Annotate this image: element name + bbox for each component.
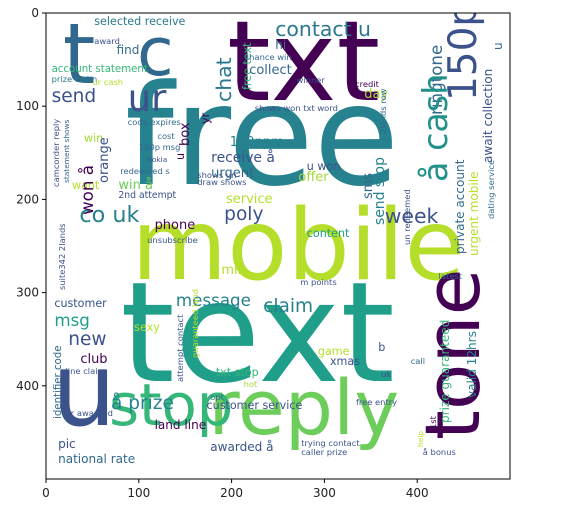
word-cloud-word: customer service: [206, 398, 303, 412]
word-cloud-word: redeemed s: [120, 166, 170, 177]
word-cloud-word: t: [62, 13, 96, 103]
word-cloud-word: ur awarded: [65, 408, 113, 419]
word-cloud-word: customer: [54, 296, 107, 310]
word-cloud-word: selected receive: [94, 14, 186, 28]
word-cloud-word: trying contact: [301, 437, 360, 448]
word-cloud-word: å bonus: [422, 447, 456, 458]
word-cloud-word: code expires: [127, 116, 181, 127]
word-cloud-word: hi: [275, 37, 287, 52]
word-cloud-word: 2nd attempt: [118, 190, 177, 202]
word-cloud-word: free entry: [355, 397, 398, 408]
y-tick-label: 300: [16, 286, 39, 300]
word-cloud-word: awarded å: [210, 439, 274, 454]
word-cloud-word: å prize: [110, 393, 174, 415]
x-tick-label: 300: [313, 486, 336, 500]
word-cloud-word: chance win: [244, 51, 292, 62]
word-cloud-word: hot: [243, 379, 258, 390]
axes-frame: [45, 12, 511, 480]
word-cloud-word: ur: [127, 76, 167, 120]
word-cloud-word: call: [410, 356, 426, 367]
word-cloud-word: opt: [210, 392, 224, 403]
word-cloud-word: award: [94, 36, 120, 47]
word-cloud-word: game: [317, 345, 350, 359]
y-tick-label: 200: [16, 192, 39, 206]
word-cloud-word: prize claim: [51, 74, 98, 85]
word-cloud-word: offer: [298, 169, 329, 185]
word-cloud-word: collect: [249, 63, 292, 79]
word-cloud-word: send: [51, 86, 97, 108]
word-cloud-word: 150ppm: [229, 135, 284, 151]
word-cloud-word: account statement: [51, 63, 148, 75]
word-cloud-word: stop: [109, 371, 234, 439]
word-cloud-word: win å: [118, 178, 153, 194]
word-cloud: free txt mobile text tone reply stop t c u ur 150p c…: [46, 13, 510, 479]
word-cloud-word: phone: [154, 218, 196, 234]
word-cloud-word: shows un: [197, 169, 237, 180]
word-cloud-word: day: [364, 87, 389, 103]
word-cloud-word: free: [124, 54, 400, 217]
word-cloud-word: urgent: [211, 166, 255, 182]
word-cloud-word: content: [306, 227, 350, 241]
word-cloud-word: club: [80, 351, 108, 367]
word-cloud-word: message: [175, 290, 251, 311]
word-cloud-word: u: [51, 330, 117, 450]
word-cloud-word: m points: [300, 277, 337, 288]
x-tick-label: 0: [42, 486, 50, 500]
word-cloud-word: txt: [226, 13, 381, 128]
word-cloud-word: b: [378, 341, 386, 355]
word-cloud-word: pic: [58, 437, 76, 452]
word-cloud-word: draw shows: [197, 177, 247, 188]
word-cloud-word: service: [226, 192, 273, 208]
word-cloud-word: shows won txt word: [254, 102, 338, 113]
word-cloud-plot-area: free txt mobile text tone reply stop t c u ur 150p c…: [46, 13, 510, 479]
word-cloud-word: land line: [154, 417, 207, 432]
word-cloud-word: txt stop: [215, 365, 259, 379]
word-cloud-word: poly: [224, 204, 264, 226]
y-tick-label: 0: [31, 6, 39, 20]
word-cloud-word: latest: [438, 270, 462, 281]
word-cloud-word: u won: [306, 160, 341, 174]
x-tick-label: 200: [220, 486, 243, 500]
word-cloud-word: caller prize: [301, 447, 348, 458]
word-cloud-word: sexy: [134, 321, 160, 335]
word-cloud-word: nokia: [147, 154, 168, 164]
word-cloud-word: mobile: [131, 188, 465, 303]
word-cloud-word: co uk: [79, 202, 140, 229]
word-cloud-word: contact u: [275, 16, 371, 41]
word-cloud-word: text: [120, 251, 395, 414]
word-cloud-word: ur cash: [92, 76, 124, 87]
word-cloud-word: min: [221, 263, 246, 279]
word-cloud-word: win: [84, 131, 104, 145]
word-cloud-word: claim: [263, 295, 314, 317]
word-cloud-word: 150p msg: [138, 141, 181, 152]
word-cloud-word: unsubscribe: [147, 234, 198, 245]
word-cloud-word: week: [384, 204, 439, 229]
word-cloud-word: national rate: [58, 451, 136, 466]
y-tick-label: 400: [16, 379, 39, 393]
word-cloud-word: cost: [157, 130, 175, 141]
x-tick-label: 100: [127, 486, 150, 500]
word-cloud-word: new: [68, 329, 107, 351]
word-cloud-word: receive å: [211, 150, 275, 167]
word-cloud-word: xmas: [329, 355, 360, 369]
word-cloud-word: reply: [208, 363, 400, 453]
word-cloud-word: line claim: [65, 366, 106, 377]
word-cloud-word: msg: [54, 309, 90, 330]
y-tick-label: 100: [16, 99, 39, 113]
word-cloud-word: find: [116, 42, 140, 57]
word-cloud-word: credit: [355, 78, 379, 89]
word-cloud-word: winner: [296, 75, 325, 86]
x-tick-label: 400: [406, 486, 429, 500]
word-cloud-word: uk: [381, 369, 392, 380]
word-cloud-word: c: [136, 13, 174, 91]
word-cloud-word: want: [71, 179, 100, 193]
